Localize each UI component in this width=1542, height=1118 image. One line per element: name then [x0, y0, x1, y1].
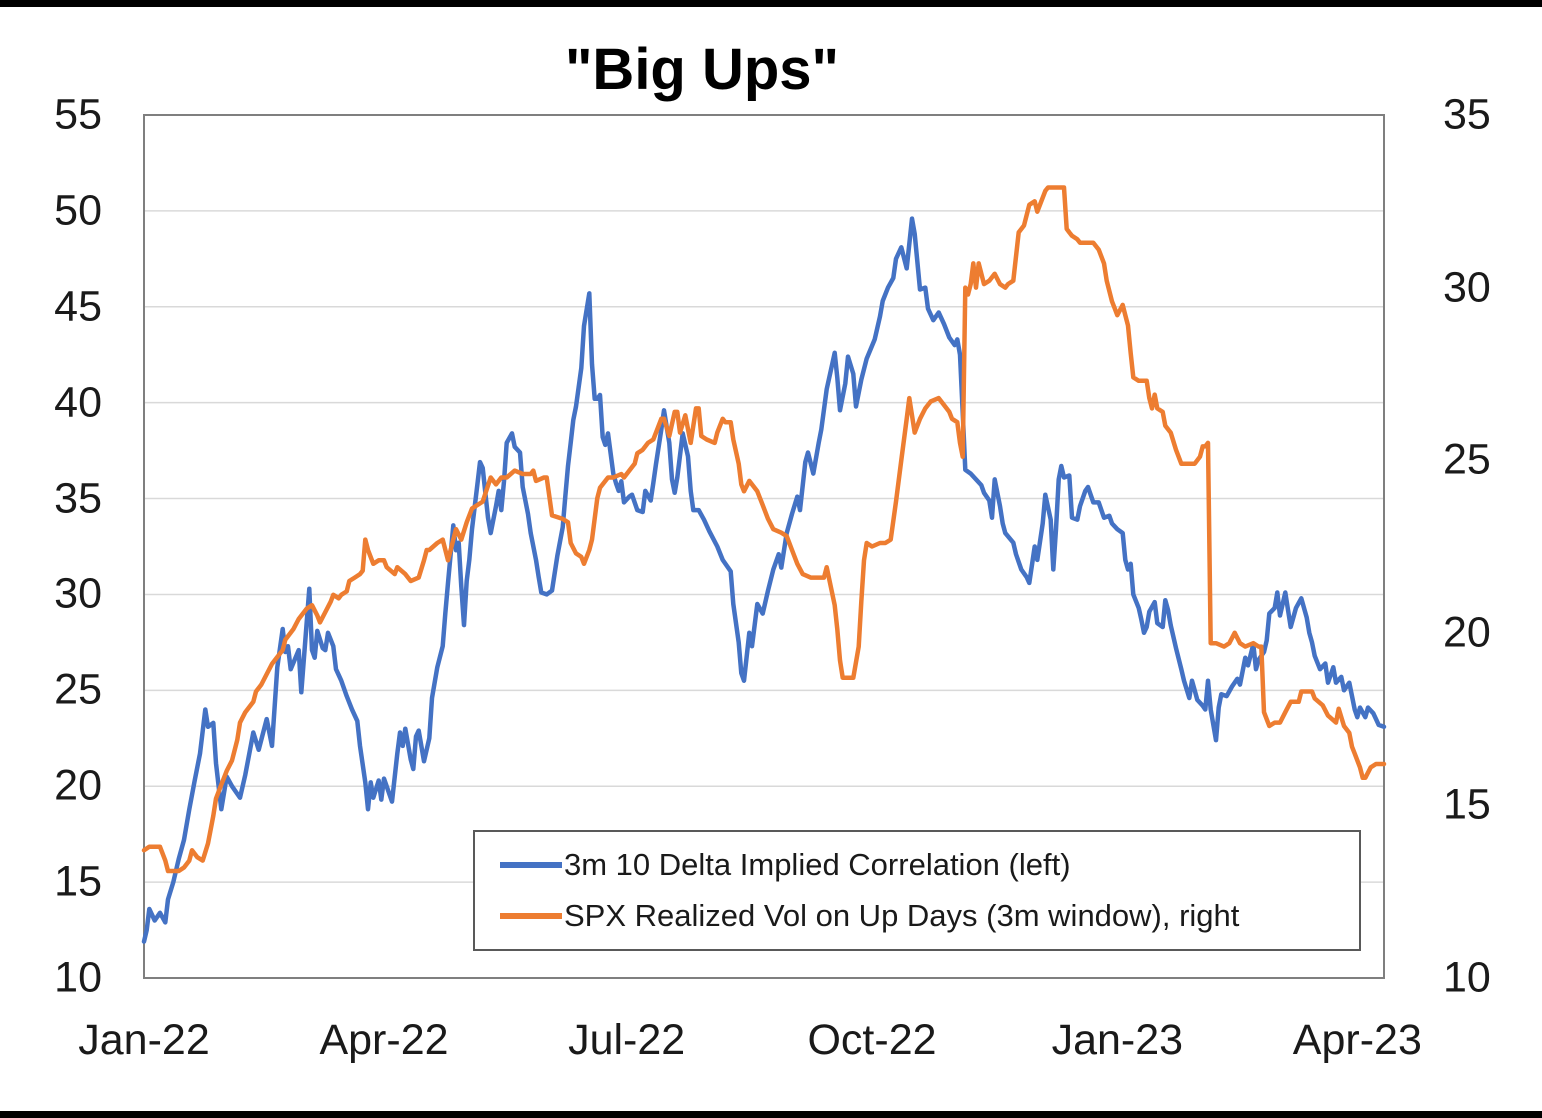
y-axis-right-tick-label: 10: [1443, 953, 1491, 1002]
y-axis-right-tick-label: 30: [1443, 263, 1491, 312]
legend-item: 3m 10 Delta Implied Correlation (left): [500, 847, 1359, 883]
y-axis-left-tick-label: 55: [54, 90, 102, 139]
y-axis-left-tick-label: 25: [54, 665, 102, 714]
x-axis-tick-label: Jan-22: [78, 1016, 210, 1064]
legend-item-label: 3m 10 Delta Implied Correlation (left): [564, 847, 1071, 882]
y-axis-left-tick-label: 15: [54, 857, 102, 906]
chart-title: "Big Ups": [564, 37, 840, 102]
y-axis-left-tick-label: 10: [54, 953, 102, 1002]
y-axis-left-tick-label: 20: [54, 761, 102, 810]
plot-border: [143, 114, 1385, 979]
legend-item: SPX Realized Vol on Up Days (3m window),…: [500, 898, 1359, 934]
y-axis-right-tick-label: 15: [1443, 780, 1491, 829]
legend-swatch-orange-line: [500, 913, 562, 919]
series-line-implied-correlation: [141, 216, 1387, 944]
bottom-black-bar: [0, 1111, 1542, 1118]
y-axis-left-tick-label: 35: [54, 474, 102, 523]
y-axis-left-tick-label: 40: [54, 378, 102, 427]
x-axis-tick-label: Oct-22: [807, 1016, 937, 1064]
y-axis-right-tick-label: 25: [1443, 435, 1491, 484]
x-axis-tick-label: Jul-22: [568, 1016, 686, 1064]
legend-swatch-blue-line: [500, 862, 562, 868]
y-axis-right-tick-label: 20: [1443, 608, 1491, 657]
y-axis-right-tick-label: 35: [1443, 90, 1491, 139]
top-black-bar: [0, 0, 1542, 7]
y-axis-left-tick-label: 45: [54, 282, 102, 331]
series-line-spx-realized-vol: [141, 185, 1387, 874]
legend: 3m 10 Delta Implied Correlation (left) SP…: [473, 830, 1361, 951]
x-axis-tick-label: Jan-23: [1051, 1016, 1184, 1064]
x-axis-tick-label: Apr-22: [319, 1016, 449, 1064]
y-axis-left-tick-label: 50: [54, 186, 102, 235]
y-axis-left-tick-label: 30: [54, 569, 102, 618]
x-axis-tick-label: Apr-23: [1292, 1016, 1422, 1064]
legend-item-label: SPX Realized Vol on Up Days (3m window),…: [564, 898, 1240, 933]
